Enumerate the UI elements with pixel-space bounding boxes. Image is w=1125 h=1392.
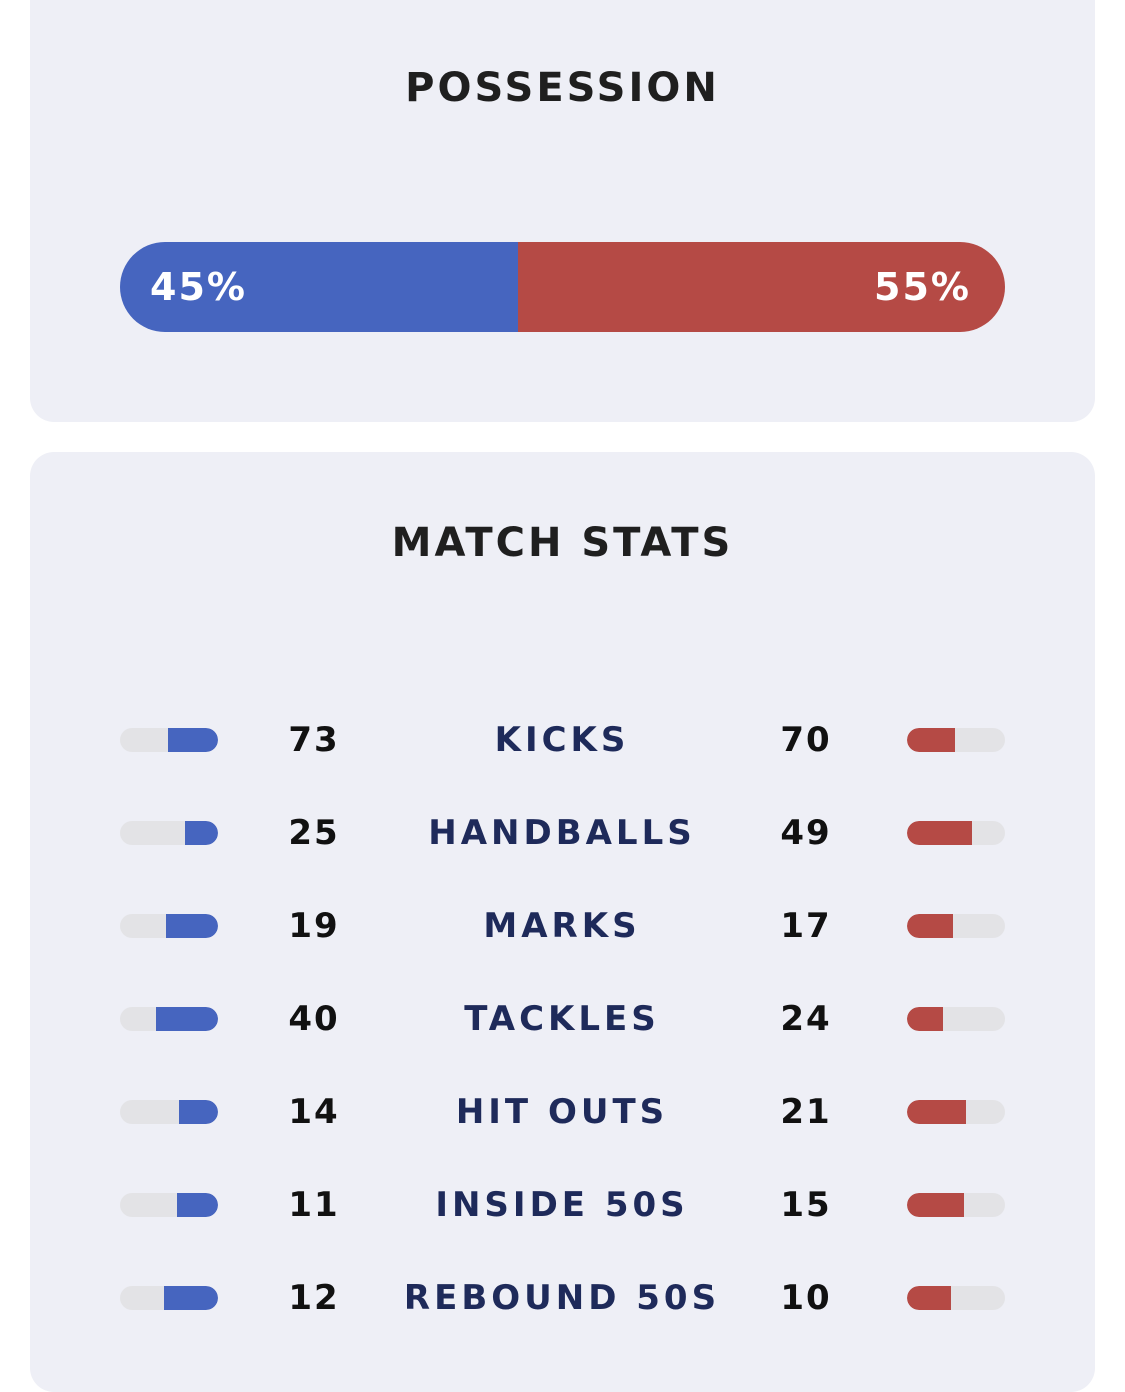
away-stat-bar-fill bbox=[907, 1100, 966, 1124]
away-stat-bar-fill bbox=[907, 728, 956, 752]
stat-row: 12 REBOUND 50S 10 bbox=[30, 1273, 1095, 1323]
away-stat-bar bbox=[907, 821, 1005, 845]
away-stat-bar bbox=[907, 1193, 1005, 1217]
away-stat-value: 24 bbox=[780, 999, 832, 1039]
away-stat-bar bbox=[907, 1007, 1005, 1031]
stat-label: INSIDE 50S bbox=[435, 1185, 689, 1225]
stat-label: KICKS bbox=[494, 720, 630, 760]
possession-away-segment: 55% bbox=[518, 242, 1005, 332]
home-stat-bar-fill bbox=[156, 1007, 218, 1031]
home-stat-value: 19 bbox=[288, 906, 340, 946]
home-stat-bar-fill bbox=[176, 1193, 218, 1217]
home-stat-bar bbox=[120, 1100, 218, 1124]
stat-row: 14 HIT OUTS 21 bbox=[30, 1087, 1095, 1137]
possession-title: POSSESSION bbox=[405, 65, 720, 111]
possession-home-label: 45% bbox=[150, 265, 247, 309]
stat-label: HANDBALLS bbox=[428, 813, 696, 853]
away-stat-bar-fill bbox=[907, 1286, 952, 1310]
stat-row: 25 HANDBALLS 49 bbox=[30, 808, 1095, 858]
away-stat-value: 15 bbox=[780, 1185, 832, 1225]
match-stats-card: MATCH STATS 73 KICKS 70 25 HANDBALLS 49 19 MARK… bbox=[30, 452, 1095, 1392]
stat-row: 40 TACKLES 24 bbox=[30, 994, 1095, 1044]
home-stat-value: 40 bbox=[288, 999, 340, 1039]
stat-row: 19 MARKS 17 bbox=[30, 901, 1095, 951]
home-stat-bar-fill bbox=[164, 1286, 218, 1310]
away-stat-bar bbox=[907, 1286, 1005, 1310]
away-stat-bar bbox=[907, 728, 1005, 752]
home-stat-bar-fill bbox=[166, 914, 218, 938]
home-stat-bar bbox=[120, 821, 218, 845]
home-stat-bar bbox=[120, 1193, 218, 1217]
away-stat-bar bbox=[907, 914, 1005, 938]
home-stat-value: 11 bbox=[288, 1185, 340, 1225]
away-stat-bar bbox=[907, 1100, 1005, 1124]
home-stat-bar bbox=[120, 914, 218, 938]
home-stat-bar bbox=[120, 728, 218, 752]
away-stat-value: 49 bbox=[780, 813, 832, 853]
possession-home-segment: 45% bbox=[120, 242, 519, 332]
away-stat-value: 10 bbox=[780, 1278, 832, 1318]
away-stat-bar-fill bbox=[907, 1193, 964, 1217]
home-stat-value: 73 bbox=[288, 720, 340, 760]
away-stat-bar-fill bbox=[907, 914, 954, 938]
away-stat-bar-fill bbox=[907, 821, 972, 845]
away-stat-bar-fill bbox=[907, 1007, 944, 1031]
home-stat-value: 25 bbox=[288, 813, 340, 853]
stat-label: HIT OUTS bbox=[455, 1092, 669, 1132]
away-stat-value: 21 bbox=[780, 1092, 832, 1132]
away-stat-value: 70 bbox=[780, 720, 832, 760]
possession-bar: 45% 55% bbox=[120, 242, 1005, 332]
stat-label: MARKS bbox=[483, 906, 641, 946]
home-stat-bar-fill bbox=[178, 1100, 218, 1124]
away-stat-value: 17 bbox=[780, 906, 832, 946]
possession-away-label: 55% bbox=[874, 265, 971, 309]
home-stat-bar bbox=[120, 1007, 218, 1031]
home-stat-value: 14 bbox=[288, 1092, 340, 1132]
stat-label: REBOUND 50S bbox=[403, 1278, 721, 1318]
home-stat-value: 12 bbox=[288, 1278, 340, 1318]
possession-card: POSSESSION 45% 55% bbox=[30, 0, 1095, 422]
stat-row: 73 KICKS 70 bbox=[30, 715, 1095, 765]
home-stat-bar-fill bbox=[168, 728, 218, 752]
home-stat-bar-fill bbox=[184, 821, 218, 845]
match-stats-title: MATCH STATS bbox=[391, 520, 734, 566]
home-stat-bar bbox=[120, 1286, 218, 1310]
stat-label: TACKLES bbox=[464, 999, 660, 1039]
stat-row: 11 INSIDE 50S 15 bbox=[30, 1180, 1095, 1230]
